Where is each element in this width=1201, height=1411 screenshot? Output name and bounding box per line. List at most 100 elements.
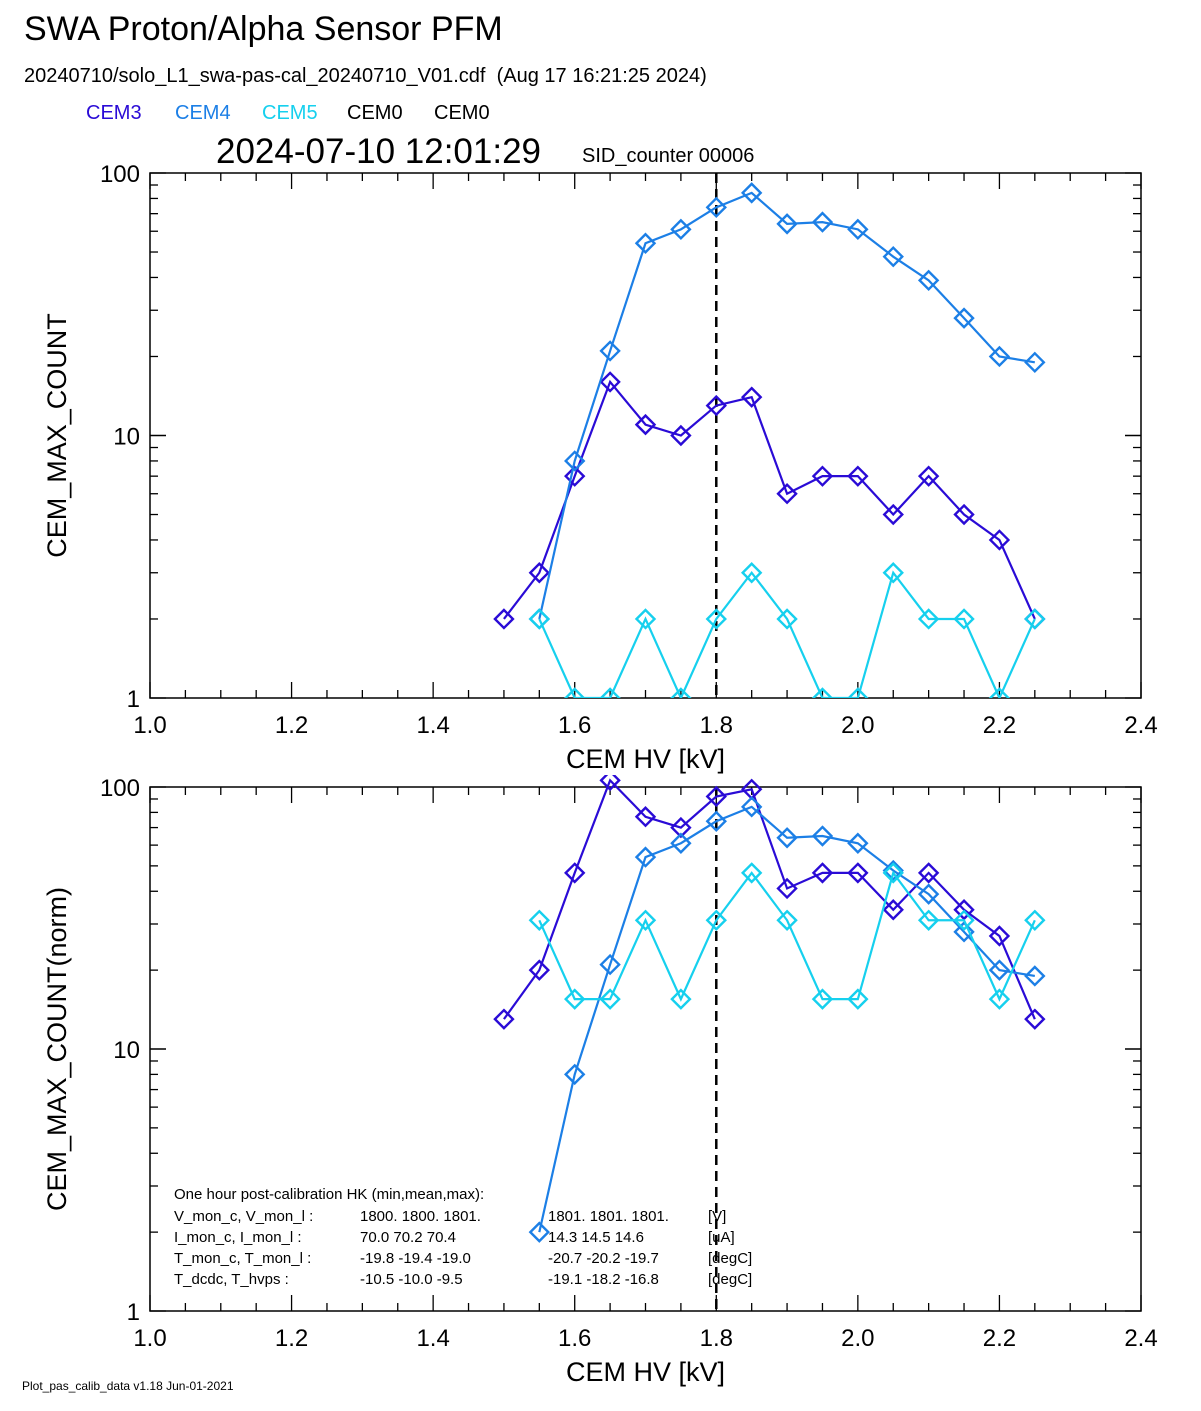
data-point <box>882 899 904 921</box>
data-point <box>847 862 869 884</box>
hk-heading: One hour post-calibration HK (min,mean,m… <box>174 1186 484 1203</box>
data-point <box>776 608 798 630</box>
series-line-cem5 <box>538 570 1036 698</box>
data-point <box>988 687 1011 698</box>
x-tick-label: 1.0 <box>133 1325 166 1352</box>
data-point <box>634 413 657 436</box>
data-point <box>670 816 692 839</box>
data-point <box>670 687 692 698</box>
x-axis-label: CEM HV [kV] <box>566 744 725 774</box>
data-point <box>953 909 975 931</box>
data-point <box>953 503 975 526</box>
legend-item-cem0-b: CEM0 <box>434 102 490 124</box>
hk-row-label: V_mon_c, V_mon_l : <box>174 1208 313 1225</box>
data-point <box>670 424 692 447</box>
data-point <box>634 846 657 868</box>
hk-row-label: T_dcdc, T_hvps : <box>174 1271 289 1288</box>
data-point <box>634 608 657 630</box>
data-point <box>917 883 940 905</box>
data-point <box>988 988 1011 1010</box>
x-tick-label: 1.6 <box>558 1325 591 1352</box>
data-point <box>670 218 692 241</box>
y-tick-label: 1 <box>127 1299 140 1326</box>
data-point <box>917 465 940 487</box>
data-point <box>634 232 657 254</box>
data-point <box>882 859 904 882</box>
x-tick-label: 2.0 <box>841 712 874 739</box>
x-tick-label: 1.4 <box>416 1325 449 1352</box>
data-point <box>917 608 940 630</box>
data-point <box>953 307 975 329</box>
data-point <box>1024 965 1046 987</box>
data-point <box>1024 1008 1046 1030</box>
data-point <box>811 465 834 487</box>
data-point <box>1024 608 1046 630</box>
data-point <box>528 608 551 630</box>
y-tick-label: 1 <box>127 686 140 713</box>
data-point <box>670 832 692 854</box>
hk-row-l-values: 14.3 14.5 14.6 <box>548 1229 644 1246</box>
data-point <box>988 925 1011 947</box>
hk-row-c-values: 1800. 1800. 1801. <box>360 1208 481 1225</box>
data-point <box>917 862 940 884</box>
y-axis-label: CEM_MAX_COUNT <box>42 313 72 558</box>
series-line-cem3 <box>503 379 1036 620</box>
hk-row-label: T_mon_c, T_mon_l : <box>174 1250 311 1267</box>
data-point <box>564 862 586 884</box>
data-point <box>740 796 763 818</box>
data-point <box>705 608 727 630</box>
data-point <box>988 345 1011 368</box>
series-line-cem5 <box>538 870 1036 1002</box>
data-point <box>776 909 798 931</box>
y-tick-label: 100 <box>100 775 140 802</box>
x-tick-label: 1.2 <box>275 712 308 739</box>
data-point <box>528 1221 551 1243</box>
data-point <box>599 340 621 362</box>
y-axis-label: CEM_MAX_COUNT(norm) <box>42 887 72 1211</box>
x-tick-label: 1.6 <box>558 712 591 739</box>
data-point <box>882 862 904 884</box>
data-point <box>740 386 763 408</box>
data-point <box>528 562 551 584</box>
data-point <box>564 465 586 487</box>
hk-row-l-values: -19.1 -18.2 -16.8 <box>548 1271 659 1288</box>
x-tick-label: 1.8 <box>700 1325 733 1352</box>
series-layer <box>493 775 1046 1243</box>
hk-row-c-values: -19.8 -19.4 -19.0 <box>360 1250 471 1267</box>
data-point <box>599 988 621 1010</box>
data-point <box>811 862 834 884</box>
data-point <box>599 687 621 698</box>
data-point <box>811 825 834 847</box>
data-point <box>705 785 727 808</box>
data-point <box>776 483 798 505</box>
chart-panel-1: 1.0 1.2 1.4 1.6 1.8 2.0 2.2 2.4 1 10 100 CEM HV [kV… <box>42 161 1158 774</box>
hk-row-unit: [degC] <box>708 1271 752 1288</box>
data-point <box>564 687 586 698</box>
data-point <box>740 182 763 204</box>
hk-row-unit: [V] <box>708 1208 726 1225</box>
data-point <box>493 608 515 630</box>
data-point <box>564 450 586 472</box>
y-tick-label: 10 <box>113 424 140 451</box>
data-point <box>634 909 657 931</box>
data-point <box>564 988 586 1010</box>
x-tick-label: 1.4 <box>416 712 449 739</box>
timestamp: 2024-07-10 12:01:29 <box>216 132 541 171</box>
hk-row-unit: [uA] <box>708 1229 735 1246</box>
data-point <box>882 245 904 268</box>
data-point <box>811 988 834 1010</box>
hk-row-c-values: 70.0 70.2 70.4 <box>360 1229 456 1246</box>
data-point <box>670 988 692 1010</box>
data-point <box>528 959 551 981</box>
data-point <box>882 503 904 526</box>
legend-item-cem0-a: CEM0 <box>347 102 403 124</box>
data-point <box>599 371 621 393</box>
data-point <box>776 877 798 900</box>
data-point <box>599 953 621 976</box>
series-layer <box>493 182 1046 698</box>
data-point <box>988 959 1011 981</box>
legend-item-cem3: CEM3 <box>86 102 142 124</box>
data-point <box>917 269 940 292</box>
x-tick-label: 2.2 <box>983 1325 1016 1352</box>
